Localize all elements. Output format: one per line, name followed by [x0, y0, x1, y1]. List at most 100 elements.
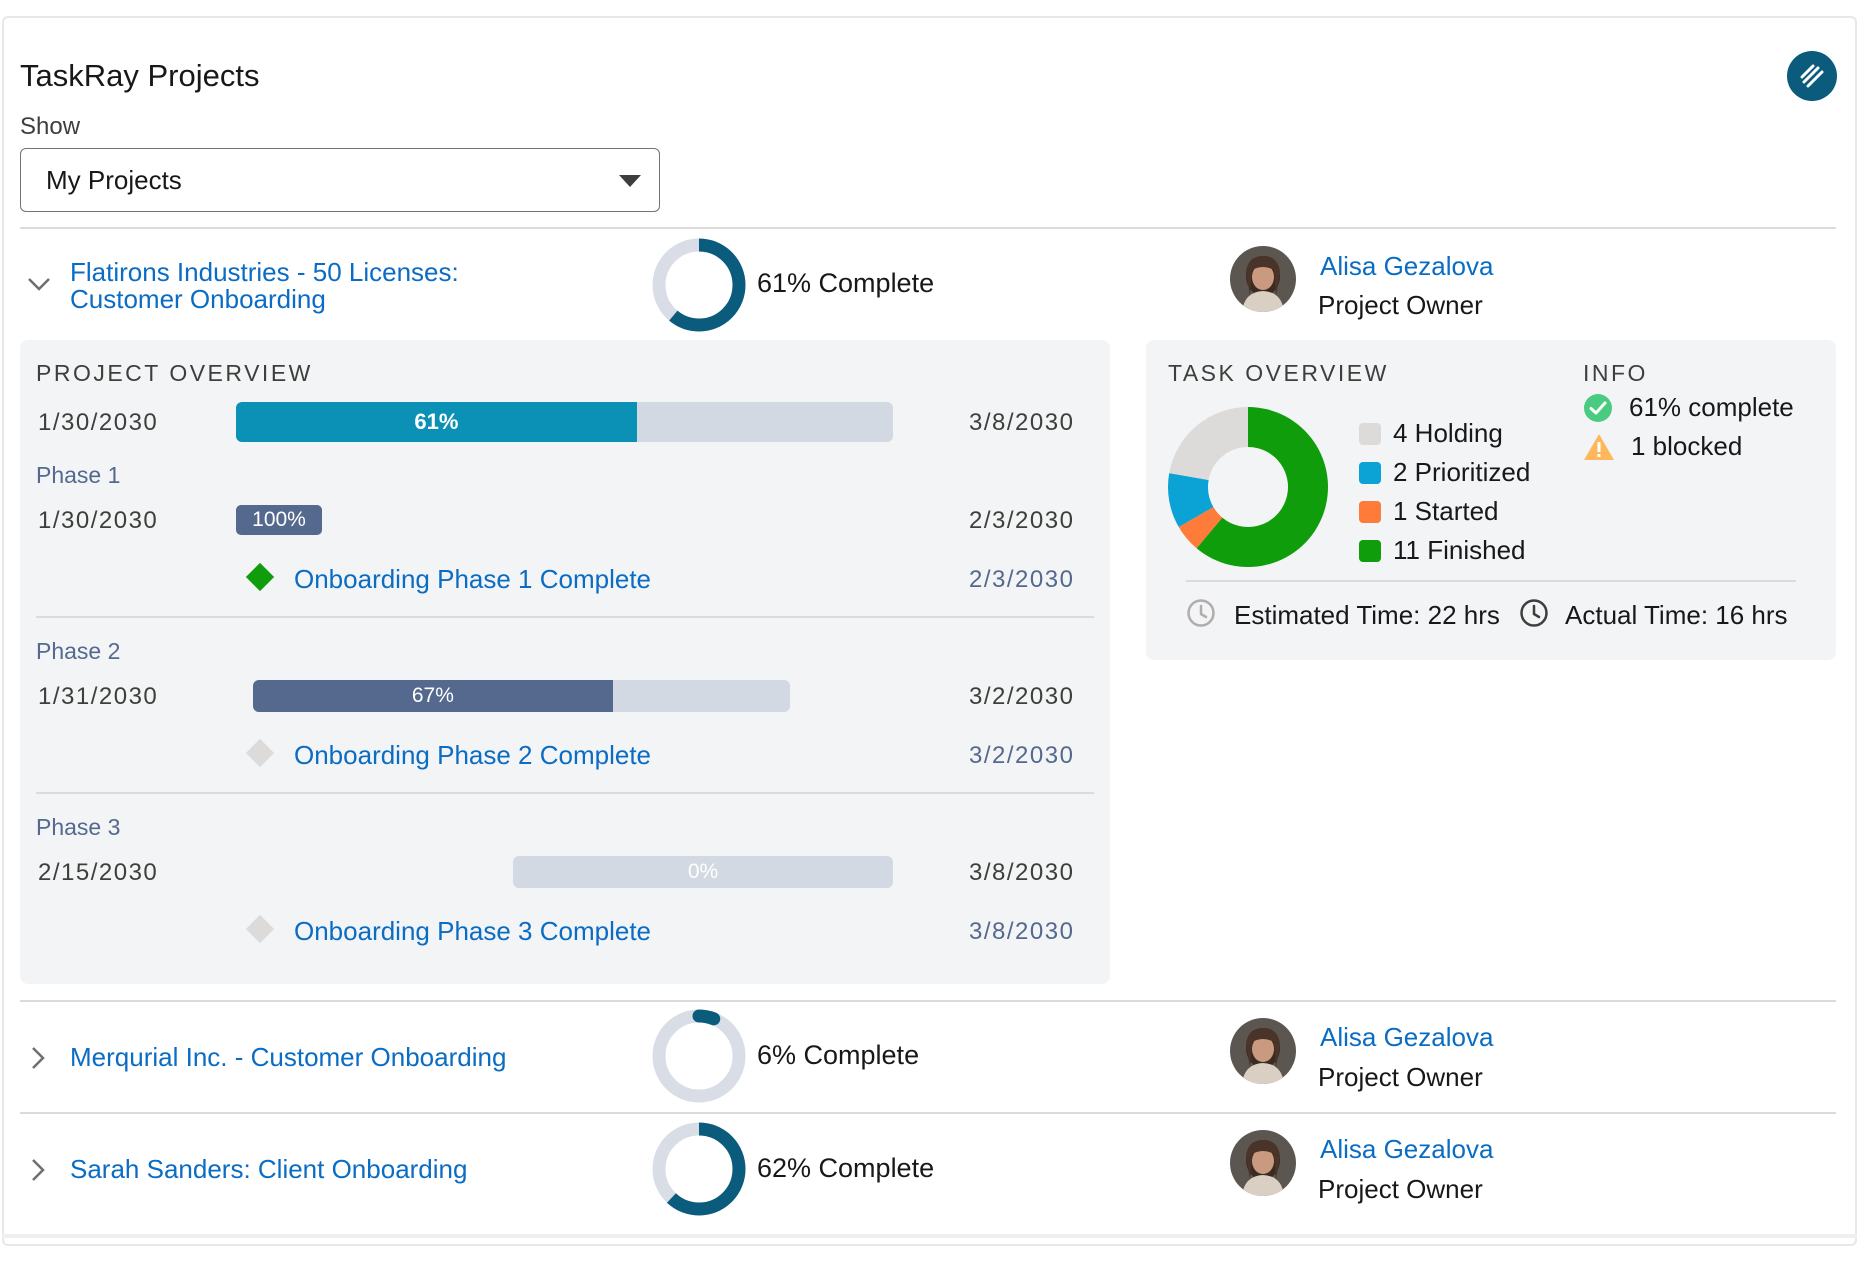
milestone-date: 2/3/2030	[969, 566, 1075, 593]
legend-swatch	[1359, 539, 1381, 562]
legend-item-finished: 11 Finished	[1359, 535, 1526, 566]
donut-slice	[1168, 473, 1214, 527]
owner-role: Project Owner	[1318, 1062, 1483, 1092]
project-overview-heading: PROJECT OVERVIEW	[36, 360, 313, 386]
project-name-line-2: Customer Onboarding	[70, 284, 326, 314]
divider	[20, 227, 1836, 229]
milestone-link[interactable]: Onboarding Phase 3 Complete	[294, 916, 652, 946]
donut-slice	[1178, 507, 1223, 549]
owner-name-link[interactable]: Alisa Gezalova	[1320, 1134, 1494, 1164]
info-complete-text: 61% complete	[1629, 392, 1794, 422]
success-check-icon	[1584, 393, 1612, 422]
chevron-right-icon	[32, 1047, 45, 1069]
phase-progress-pill: 100%	[236, 505, 322, 535]
avatar-portrait	[1230, 1018, 1296, 1084]
project-filter-select[interactable]: My Projects	[20, 148, 660, 212]
legend-swatch	[1359, 422, 1381, 445]
task-status-donut	[1168, 407, 1328, 567]
avatar-portrait	[1230, 1130, 1296, 1196]
phase-start-date: 1/30/2030	[38, 507, 159, 534]
project-link-sarah-sanders[interactable]: Sarah Sanders: Client Onboarding	[70, 1154, 468, 1184]
progress-ring	[652, 1122, 746, 1216]
warning-icon	[1584, 433, 1614, 460]
phase-start-date: 2/15/2030	[38, 859, 159, 886]
progress-ring-fill	[652, 1009, 746, 1103]
donut-slice	[1196, 407, 1328, 567]
phase-start-date: 1/31/2030	[38, 683, 159, 710]
phase-end-date: 2/3/2030	[969, 507, 1075, 534]
phase-progress-label: 67%	[411, 684, 454, 707]
divider	[20, 1000, 1836, 1002]
owner-role: Project Owner	[1318, 1174, 1483, 1204]
estimated-clock-icon	[1187, 599, 1215, 627]
chevron-down-icon	[28, 278, 50, 291]
chevron-right-icon	[32, 1159, 45, 1181]
divider	[36, 616, 1094, 618]
expand-toggle-project-1[interactable]	[26, 270, 52, 301]
info-blocked: 1 blocked	[1583, 431, 1742, 462]
expand-toggle-project-3[interactable]	[24, 1157, 50, 1188]
divider	[36, 792, 1094, 794]
progress-ring	[652, 238, 746, 332]
milestone-link[interactable]: Onboarding Phase 2 Complete	[294, 740, 652, 770]
task-overview-panel	[1146, 340, 1836, 660]
progress-ring-fill	[652, 1122, 746, 1216]
project-progress-fill: 61%	[236, 402, 637, 442]
actual-time: Actual Time: 16 hrs	[1565, 600, 1788, 630]
phase-end-date: 3/2/2030	[969, 683, 1075, 710]
legend-swatch	[1359, 461, 1381, 484]
milestone-link[interactable]: Onboarding Phase 1 Complete	[294, 564, 652, 594]
info-blocked-text: 1 blocked	[1631, 431, 1743, 461]
legend-label: 4 Holding	[1393, 418, 1503, 448]
donut-slice	[1169, 407, 1248, 481]
divider	[2, 1234, 1857, 1238]
phase-end-date: 3/8/2030	[969, 859, 1075, 886]
owner-name-link[interactable]: Alisa Gezalova	[1320, 1022, 1494, 1052]
milestone-date: 3/8/2030	[969, 918, 1075, 945]
project-progress-bar: 61%	[236, 402, 893, 442]
avatar	[1230, 246, 1296, 312]
avatar	[1230, 1130, 1296, 1196]
legend-item-started: 1 Started	[1359, 496, 1499, 527]
legend-item-holding: 4 Holding	[1359, 418, 1503, 449]
actual-clock-icon	[1520, 599, 1548, 627]
progress-ring	[652, 1009, 746, 1103]
project-link-flatirons[interactable]: Flatirons Industries - 50 Licenses: Cust…	[70, 259, 459, 313]
project-start-date: 1/30/2030	[38, 409, 159, 436]
phase-progress-fill: 67%	[253, 680, 613, 712]
phase-progress-label: 100%	[252, 508, 306, 531]
avatar	[1230, 1018, 1296, 1084]
phase-progress-bar: 0%	[513, 856, 893, 888]
progress-ring-fill	[652, 238, 746, 332]
project-end-date: 3/8/2030	[969, 409, 1075, 436]
chevron-down-icon	[619, 175, 641, 187]
info-heading: INFO	[1583, 360, 1648, 386]
phase-name: Phase 1	[36, 462, 121, 488]
avatar-portrait	[1230, 246, 1296, 312]
project-name-line-1: Flatirons Industries - 50 Licenses:	[70, 257, 459, 287]
legend-swatch	[1359, 500, 1381, 523]
progress-ring-track	[652, 1009, 746, 1103]
project-percent-label: 6% Complete	[757, 1040, 920, 1070]
divider	[1186, 580, 1796, 582]
project-filter-value: My Projects	[46, 164, 182, 195]
legend-label: 11 Finished	[1393, 535, 1526, 565]
task-overview-heading: TASK OVERVIEW	[1168, 360, 1389, 386]
legend-item-prioritized: 2 Prioritized	[1359, 457, 1530, 488]
project-link-merqurial[interactable]: Merqurial Inc. - Customer Onboarding	[70, 1042, 507, 1072]
legend-label: 1 Started	[1393, 496, 1499, 526]
owner-role: Project Owner	[1318, 290, 1483, 320]
phase-progress-bar: 67%	[253, 680, 790, 712]
project-percent-label: 61% Complete	[757, 268, 935, 298]
project-percent-label: 62% Complete	[757, 1153, 935, 1183]
phase-progress-label: 0%	[687, 860, 719, 883]
page-title: TaskRay Projects	[20, 58, 260, 93]
phase-name: Phase 2	[36, 638, 121, 664]
divider	[20, 1112, 1836, 1114]
owner-name-link[interactable]: Alisa Gezalova	[1320, 251, 1494, 281]
estimated-time: Estimated Time: 22 hrs	[1234, 600, 1500, 630]
taskray-logo-icon[interactable]	[1787, 51, 1837, 101]
info-complete: 61% complete	[1583, 392, 1794, 423]
expand-toggle-project-2[interactable]	[24, 1045, 50, 1076]
legend-label: 2 Prioritized	[1393, 457, 1531, 487]
